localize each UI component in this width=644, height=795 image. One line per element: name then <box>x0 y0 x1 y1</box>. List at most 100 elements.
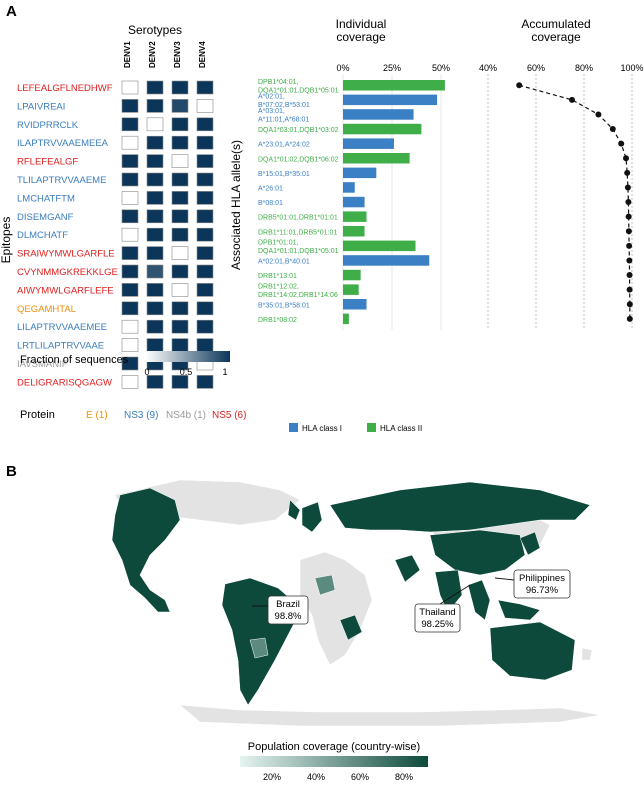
allele-label: DPB1*01:01, <box>258 240 299 247</box>
heatmap-cell <box>146 154 164 168</box>
serotype-label: DENV2 <box>148 41 157 68</box>
indonesia-region <box>497 599 541 621</box>
heatmap-cell <box>196 99 214 113</box>
heatmap-cell <box>196 264 214 279</box>
heatmap-cell <box>146 227 164 242</box>
heatmap-cell <box>171 375 189 389</box>
fraction-legend-title: Fraction of sequences <box>20 354 129 366</box>
map-legend-tick: 40% <box>307 772 325 782</box>
accumulated-coverage-chart: Accumulated coverage 40% 60% 80% 100% <box>479 17 644 330</box>
epitope-label: DLMCHATF <box>17 230 68 241</box>
heatmap-cell <box>171 99 189 113</box>
allele-label: DRB1*12:02, <box>258 283 299 290</box>
accumulated-coverage-title: Accumulated coverage <box>521 17 590 44</box>
map-annotation-country: Brazil <box>276 599 300 610</box>
accum-point <box>569 96 575 103</box>
map-annotation-value: 98.25% <box>421 619 454 630</box>
heatmap-cell <box>146 99 164 113</box>
map-annotation-value: 98.8% <box>275 611 302 622</box>
heatmap-cell <box>171 172 189 187</box>
epitope-label: CVYNMMGKREKKLGE <box>17 267 118 278</box>
coverage-bar <box>343 80 445 91</box>
epitope-label: LRTLILAPTRVVAAE <box>17 341 104 352</box>
heatmap-cell <box>121 264 139 279</box>
accum-x-tick: 40% <box>479 63 497 73</box>
africa-region <box>299 551 373 666</box>
heatmap-cell <box>121 338 139 352</box>
heatmap-cell <box>121 172 139 187</box>
heatmap-cell <box>146 135 164 150</box>
heatmap-cell <box>171 246 189 260</box>
allele-label: DQA1*01:01,DQB1*05:01 <box>258 88 339 95</box>
epitopes-axis-label: Epitopes <box>0 217 13 264</box>
map-legend-tick: 60% <box>351 772 369 782</box>
epitope-label: LMCHATFTM <box>17 193 75 204</box>
heatmap-cell <box>146 117 164 132</box>
legend-label: HLA class II <box>380 424 422 433</box>
antarctica-region <box>179 704 601 727</box>
uk-scandinavia-region <box>301 501 323 533</box>
heatmap-cell <box>121 80 139 95</box>
heatmap-cell <box>171 80 189 95</box>
heatmap-cell <box>171 301 189 316</box>
japan-korea-region <box>519 531 541 556</box>
map-annotation-box <box>513 569 571 599</box>
epitope-label: RVIDPRRCLK <box>17 120 79 131</box>
heatmap-cell <box>196 338 214 352</box>
protein-legend-item: NS5 (6) <box>212 410 246 421</box>
allele-label: DRB1*14:02,DRB1*14:06 <box>258 292 338 299</box>
coverage-bar <box>343 94 438 106</box>
epitope-label: ILAPTRVVAAEMEEA <box>17 138 109 149</box>
panel-label-b: B <box>6 463 17 480</box>
heatmap-cell <box>146 283 164 297</box>
australia-region <box>489 621 576 681</box>
heatmap-cell <box>171 338 189 352</box>
coverage-bar <box>343 255 430 266</box>
coverage-bar <box>343 240 416 252</box>
heatmap-cell <box>196 301 214 316</box>
heatmap-cell <box>146 191 164 205</box>
accum-point <box>516 82 523 89</box>
legend-label: HLA class I <box>302 424 342 433</box>
serotype-label: DENV1 <box>123 41 132 68</box>
iceland-region <box>287 499 301 521</box>
russia-region <box>329 481 591 533</box>
heatmap-cell <box>196 246 214 260</box>
bar-x-tick: 0% <box>336 63 349 73</box>
allele-label: A*26:01 <box>258 185 283 192</box>
accum-point <box>624 169 631 176</box>
individual-coverage-title: Individual coverage <box>336 17 387 44</box>
heatmap-cell <box>171 283 189 297</box>
epitope-label: RFLEFEALGF <box>17 157 78 168</box>
heatmap-cell <box>196 117 214 132</box>
heatmap-cell <box>171 154 189 168</box>
allele-label: A*02:01, <box>258 94 285 101</box>
protein-legend-item: E (1) <box>86 410 108 421</box>
coverage-bar <box>343 299 367 310</box>
accum-line <box>519 84 631 319</box>
heatmap-cell <box>121 246 139 260</box>
individual-coverage-chart: Individual coverage 0% 25% 50% DPB1*04:01, D… <box>229 17 450 433</box>
map-annotation-country: Philippines <box>519 573 565 584</box>
east-africa-region <box>339 614 363 641</box>
accum-point <box>626 315 633 322</box>
serotype-label: DENV4 <box>198 41 207 68</box>
map-legend-tick: 20% <box>263 772 281 782</box>
heatmap-cell <box>171 227 189 242</box>
accum-point <box>609 126 616 133</box>
accum-point <box>626 257 633 264</box>
allele-label: A*03:01, <box>258 108 285 115</box>
coverage-bar <box>343 123 422 135</box>
bar-y-axis-label: Associated HLA allele(s) <box>229 140 243 270</box>
heatmap-cell <box>146 375 164 389</box>
map-legend-title: Population coverage (country-wise) <box>248 741 420 753</box>
heatmap-cell <box>196 191 214 205</box>
heatmap-cell <box>171 191 189 205</box>
allele-label: B*08:01 <box>258 200 283 207</box>
heatmap-cell <box>196 135 214 150</box>
west-africa-region <box>314 574 336 596</box>
heatmap-cell <box>121 135 139 150</box>
heatmap-cell <box>146 301 164 316</box>
coverage-bar <box>343 167 377 179</box>
